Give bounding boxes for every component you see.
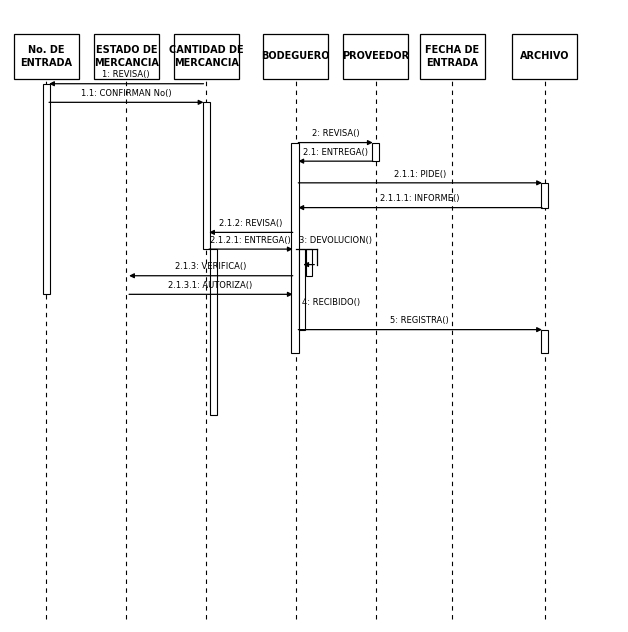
Text: 2: REVISA(): 2: REVISA() [311, 129, 359, 138]
Text: FECHA DE
ENTRADA: FECHA DE ENTRADA [425, 46, 480, 68]
Text: CANTIDAD DE
MERCANCIA: CANTIDAD DE MERCANCIA [169, 46, 244, 68]
Text: 3: DEVOLUCION(): 3: DEVOLUCION() [299, 236, 372, 245]
Text: No. DE
ENTRADA: No. DE ENTRADA [20, 46, 72, 68]
Bar [541, 330, 548, 353]
Text: 1.1: CONFIRMAN No(): 1.1: CONFIRMAN No() [81, 89, 171, 98]
Text: 2.1.1.1: INFORME(): 2.1.1.1: INFORME() [380, 194, 460, 204]
Text: 5: REGISTRA(): 5: REGISTRA() [391, 316, 449, 325]
Text: 2.1.3.1: AUTORIZA(): 2.1.3.1: AUTORIZA() [168, 281, 252, 290]
Text: 2.1: ENTREGA(): 2.1: ENTREGA() [303, 148, 368, 157]
Text: PROVEEDOR: PROVEEDOR [342, 51, 409, 61]
Bar [94, 34, 159, 79]
Bar [372, 143, 379, 161]
Bar [263, 34, 328, 79]
Bar [14, 34, 79, 79]
Bar [174, 34, 239, 79]
Bar [420, 34, 485, 79]
Bar [541, 183, 548, 207]
Bar [306, 249, 312, 276]
Bar [43, 84, 50, 295]
Text: 4: RECIBIDO(): 4: RECIBIDO() [301, 298, 360, 307]
Bar [299, 249, 305, 330]
Bar [291, 143, 299, 353]
Text: ESTADO DE
MERCANCIA: ESTADO DE MERCANCIA [94, 46, 159, 68]
Text: ARCHIVO: ARCHIVO [520, 51, 570, 61]
Text: BODEGUERO: BODEGUERO [261, 51, 330, 61]
Bar [210, 249, 217, 415]
Bar [203, 102, 210, 249]
Bar [344, 34, 408, 79]
Text: 2.1.3: VERIFICA(): 2.1.3: VERIFICA() [175, 262, 246, 271]
Text: 2.1.2.1: ENTREGA(): 2.1.2.1: ENTREGA() [210, 236, 291, 245]
Bar [512, 34, 577, 79]
Text: 2.1.1: PIDE(): 2.1.1: PIDE() [394, 169, 446, 178]
Text: 2.1.2: REVISA(): 2.1.2: REVISA() [219, 219, 283, 228]
Text: 1: REVISA(): 1: REVISA() [102, 70, 150, 80]
